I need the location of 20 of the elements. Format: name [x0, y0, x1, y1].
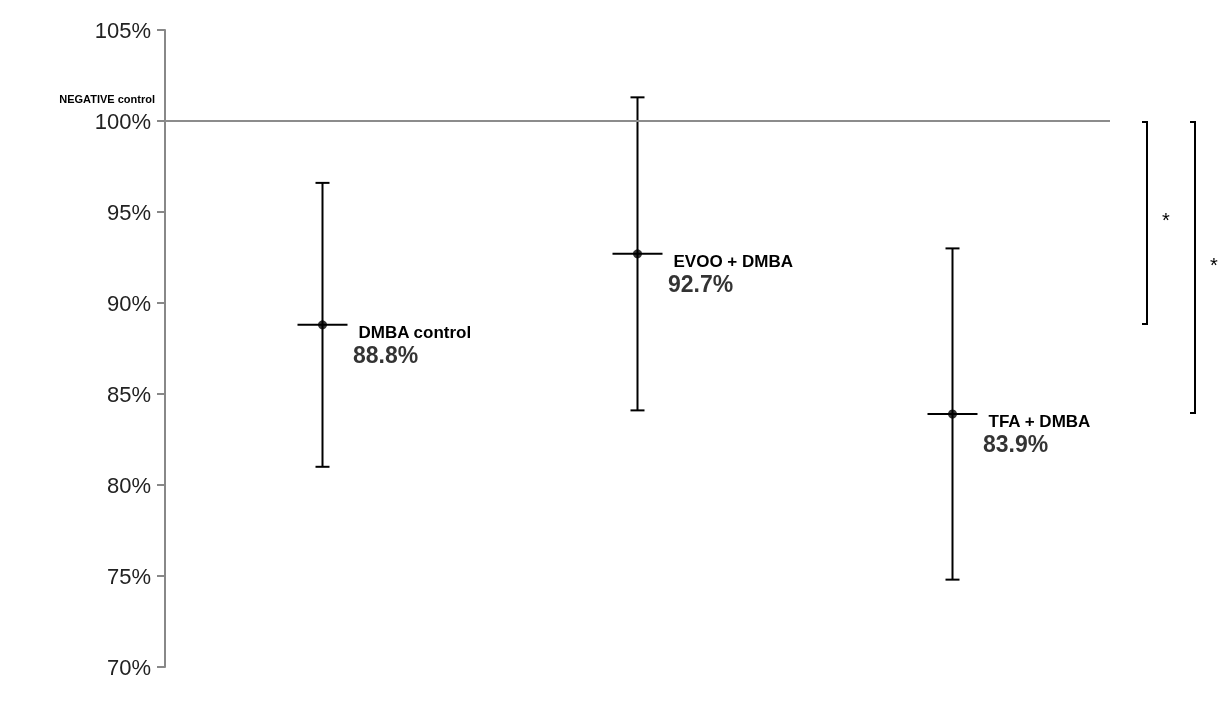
point: [318, 320, 327, 330]
annotation: TFA + DMBA: [988, 412, 1091, 433]
y-tick-label: 100%: [94, 108, 151, 134]
data-label: 92.7%: [668, 270, 734, 297]
y-tick-label: 70%: [106, 654, 151, 680]
y-tick-label: 75%: [106, 563, 151, 589]
y-tick-label: 95%: [106, 199, 151, 225]
text: *: [1162, 208, 1170, 232]
data-label: 88.8%: [353, 341, 419, 368]
y-tick-label: 85%: [106, 381, 151, 407]
annotation: EVOO + DMBA: [673, 251, 793, 272]
point: [948, 409, 957, 419]
data-label: 83.9%: [983, 431, 1049, 458]
ref-line-label: NEGATIVE control: [59, 93, 155, 105]
y-tick-label: 80%: [106, 472, 151, 498]
y-tick-label: 90%: [106, 290, 151, 316]
annotation: DMBA control: [358, 322, 472, 343]
point: [633, 249, 642, 259]
text: *: [1210, 253, 1218, 277]
y-tick-label: 105%: [94, 17, 151, 43]
